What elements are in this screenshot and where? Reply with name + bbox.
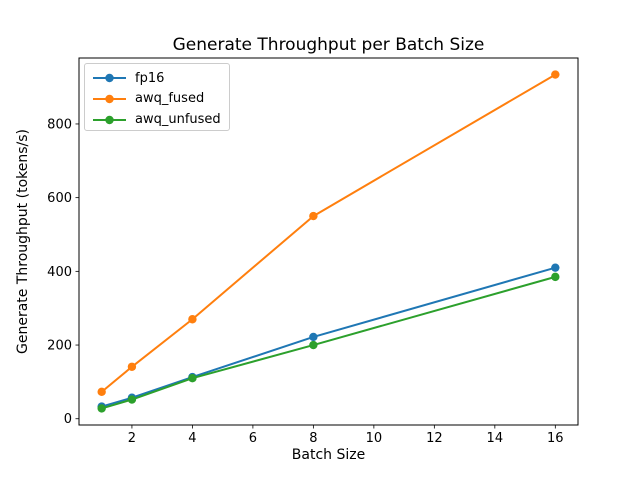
legend-label: awq_unfused [135,112,221,128]
x-tick-label: 6 [249,431,257,446]
y-tick-label: 400 [47,265,72,280]
x-tick-label: 14 [487,431,504,446]
x-tick-label: 8 [309,431,317,446]
x-tick-label: 4 [188,431,196,446]
legend-item-awq-fused: awq_fused [93,89,229,109]
data-point-marker-awq_unfused [188,374,197,383]
data-point-marker-fp16 [309,332,318,342]
y-tick-label: 200 [47,339,72,354]
data-point-marker-awq_fused [551,70,560,79]
axes-layer: 2 4 6 8 10 12 14 16 0 200 400 600 800 [47,57,579,446]
legend-swatch-line-marker-icon [93,74,126,83]
legend-swatch-line-marker-icon [93,94,126,104]
x-tick-label: 10 [366,431,383,446]
legend: fp16 awq_fused awq_unfused [84,63,230,131]
y-tick-label: 800 [47,117,72,132]
series-layer [97,70,560,413]
data-point-marker-awq_unfused [127,395,137,404]
y-axis-label: Generate Throughput (tokens/s) [15,129,31,354]
series-line-awq_unfused [101,275,556,410]
y-tick-label: 600 [47,191,72,206]
data-point-marker-awq_fused [309,211,318,221]
x-tick-label: 12 [426,431,443,446]
data-point-marker-awq_fused [97,387,106,397]
legend-label: fp16 [135,70,165,86]
legend-label: awq_fused [135,91,205,107]
data-point-marker-awq_fused [188,315,197,324]
x-axis-label: Batch Size [292,447,365,463]
data-point-marker-awq_unfused [309,340,318,350]
data-point-marker-awq_unfused [551,272,560,282]
legend-swatch-line-marker-icon [93,115,126,124]
y-tick-label: 0 [64,412,72,427]
chart-title: Generate Throughput per Batch Size [173,35,485,55]
x-tick-label: 16 [547,431,564,446]
legend-item-fp16: fp16 [93,68,229,88]
data-point-marker-fp16 [551,263,560,272]
legend-item-awq-unfused: awq_unfused [93,110,229,130]
data-point-marker-awq_fused [127,362,137,371]
data-point-marker-awq_unfused [97,404,106,413]
x-tick-label: 2 [128,431,136,446]
plot-area-border [78,57,579,426]
